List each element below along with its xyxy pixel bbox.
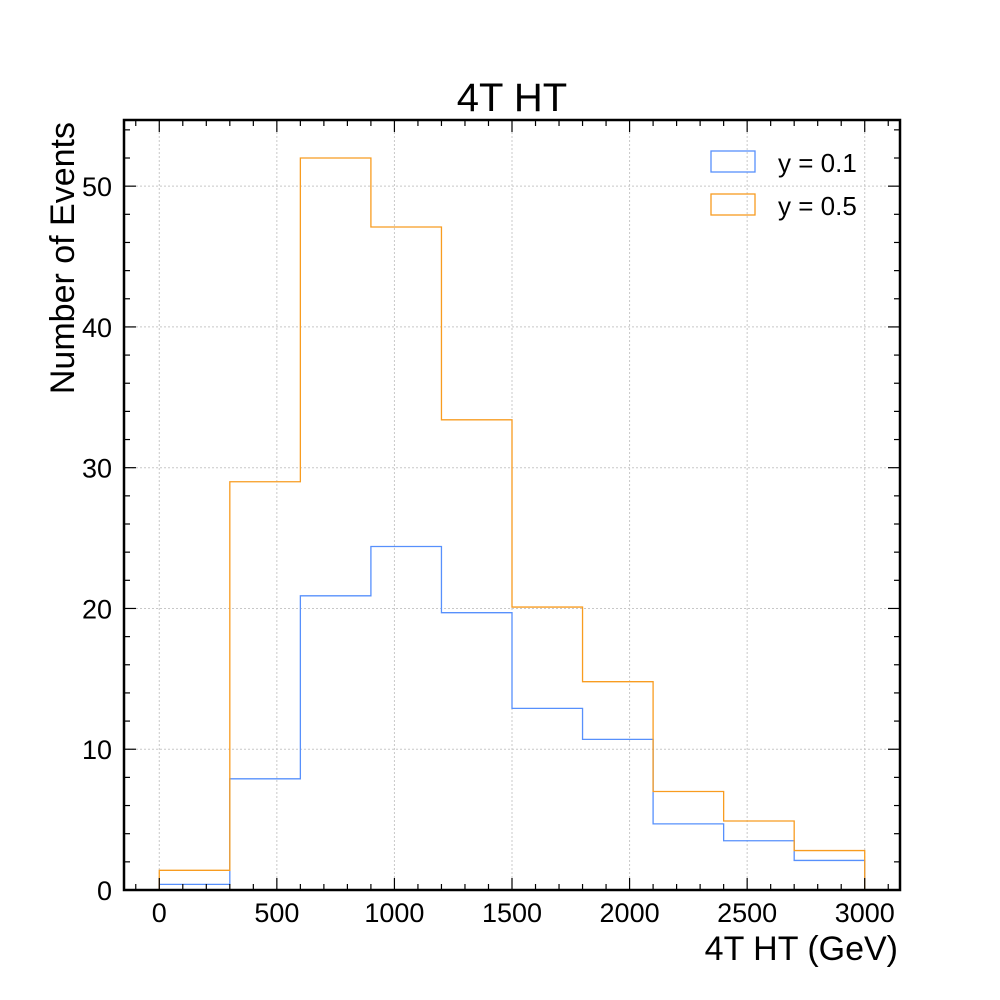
y-tick-label: 40 xyxy=(82,313,112,343)
series-step-y-0-1 xyxy=(158,545,866,890)
x-tick-label: 1000 xyxy=(364,898,424,928)
x-tick-label: 500 xyxy=(254,898,299,928)
y-axis-label: Number of Events xyxy=(44,122,82,394)
x-tick-label: 2500 xyxy=(717,898,777,928)
y-tick-label: 0 xyxy=(97,876,112,906)
x-tick-label: 0 xyxy=(152,898,167,928)
y-tick-label: 10 xyxy=(82,735,112,765)
y-tick-label: 50 xyxy=(82,172,112,202)
y-tick-label: 30 xyxy=(82,454,112,484)
x-tick-label: 2000 xyxy=(600,898,660,928)
x-tick-label: 1500 xyxy=(482,898,542,928)
legend-swatch-y-0-1 xyxy=(710,150,756,173)
series-layer xyxy=(158,157,866,890)
grid-layer xyxy=(124,120,900,891)
tick-label-layer: 0 500 1000 1500 2000 2500 3000 0 10 20 30 40 50 xyxy=(82,172,895,928)
chart-title: 4T HT xyxy=(457,76,567,120)
legend: y = 0.1 y = 0.5 xyxy=(710,148,857,221)
tick-layer xyxy=(124,120,900,891)
legend-swatch-y-0-5 xyxy=(710,193,756,216)
legend-label-y-0-1: y = 0.1 xyxy=(778,148,857,178)
series-step-y-0-5 xyxy=(158,157,866,890)
legend-label-y-0-5: y = 0.5 xyxy=(778,191,857,221)
x-tick-label: 3000 xyxy=(835,898,895,928)
y-tick-label: 20 xyxy=(82,594,112,624)
x-axis-label: 4T HT (GeV) xyxy=(705,930,898,968)
